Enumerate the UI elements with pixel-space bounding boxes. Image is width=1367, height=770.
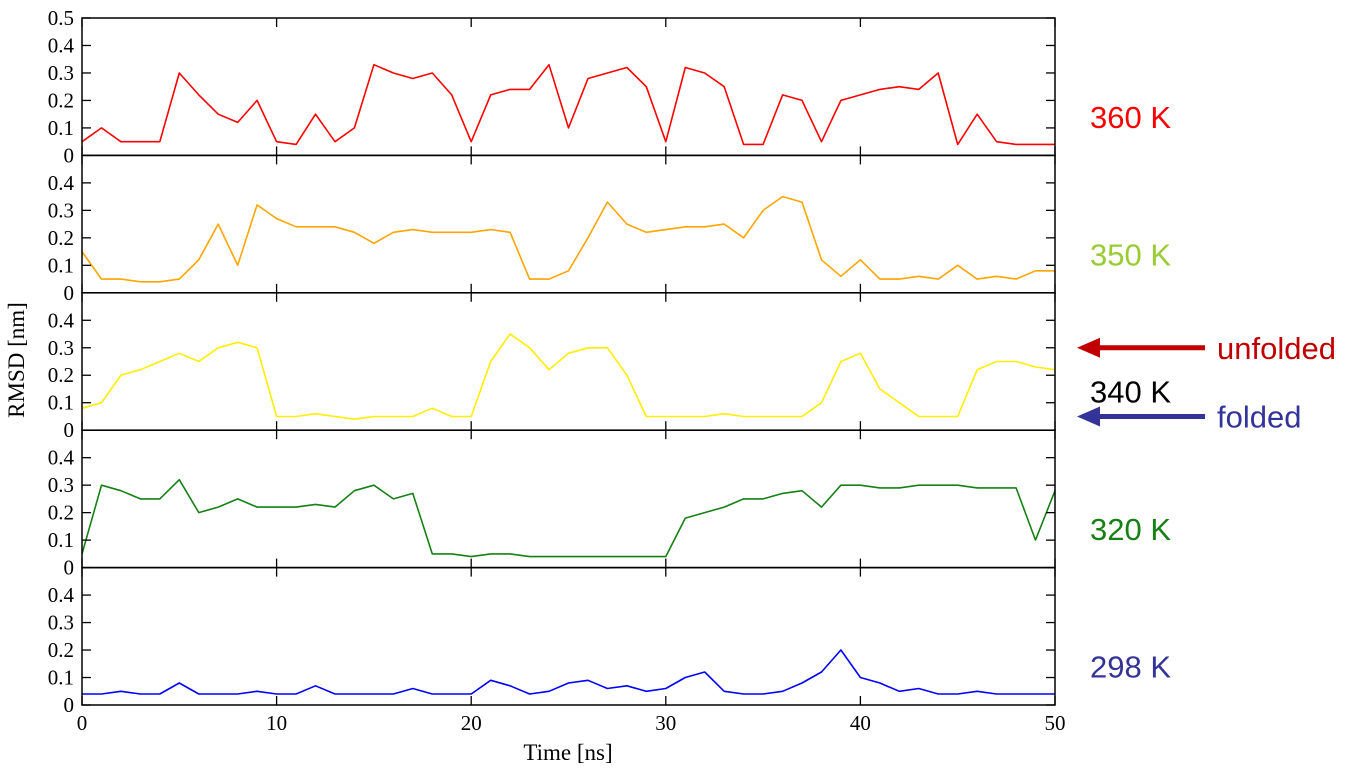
series-line-2: [81, 333, 1056, 420]
panel-frame-4: [81, 566, 1056, 706]
x-tick-label-1: 10: [266, 711, 287, 735]
y-tick-label-4-3: 0.3: [48, 611, 74, 635]
series-line-0: [81, 63, 1055, 146]
x-tick-label-4: 40: [850, 711, 871, 735]
annotation-1: folded: [1077, 399, 1301, 434]
panel-2: 0 0.1 0.2 0.3 0.4: [48, 292, 1056, 442]
y-tick-label-2-4: 0.4: [48, 308, 75, 332]
annotation-arrow-head-1: [1077, 406, 1100, 427]
annotation-arrow-head-0: [1077, 337, 1100, 358]
series-line-1: [81, 195, 1055, 283]
panels-group: 00.10.20.30.40.500.10.20.30.400.10.20.30…: [48, 6, 1056, 717]
annotation-0: unfolded: [1077, 331, 1336, 366]
series-line-3: [81, 478, 1056, 558]
temperature-label-2: 340 K: [1090, 375, 1171, 410]
y-tick-label-2-1: 0.1: [48, 391, 74, 415]
y-tick-label-2-2: 0.2: [48, 363, 74, 387]
temperature-label-4: 298 K: [1090, 650, 1171, 685]
y-tick-label-2-3: 0.3: [48, 336, 74, 360]
temperature-label-1: 350 K: [1090, 237, 1171, 272]
y-tick-label-0-0: 0: [64, 143, 75, 167]
y-tick-label-1-4: 0.4: [48, 171, 75, 195]
temperature-labels: 360 K 350 K 340 K 320 K 298 K: [1090, 100, 1171, 685]
panel-frame-3: [81, 429, 1056, 569]
y-tick-label-1-2: 0.2: [48, 226, 74, 250]
panel-frame-1: [81, 154, 1056, 294]
y-tick-label-3-2: 0.2: [48, 501, 74, 525]
series-line-4: [82, 649, 1055, 695]
panel-4: 0 0.1 0.2 0.3 0.4: [48, 566, 1056, 717]
panel-3: 0 0.1 0.2 0.3 0.4: [48, 429, 1056, 580]
y-tick-label-4-1: 0.1: [48, 666, 74, 690]
y-tick-label-1-0: 0: [64, 281, 75, 305]
y-tick-label-0-4: 0.4: [48, 33, 75, 57]
panel-0: 0 0.1 0.2 0.3 0.4 0.5: [48, 6, 1056, 167]
x-tick-label-5: 50: [1045, 711, 1066, 735]
x-axis: 0 10 20 30 40 50: [77, 711, 1066, 735]
y-tick-label-4-0: 0: [64, 693, 75, 717]
annotation-label-0: unfolded: [1217, 331, 1336, 366]
x-tick-label-0: 0: [77, 711, 88, 735]
y-axis-title: RMSD [nm]: [4, 302, 29, 418]
annotation-label-1: folded: [1217, 399, 1301, 434]
y-tick-label-0-1: 0.1: [48, 116, 74, 140]
temperature-label-0: 360 K: [1090, 100, 1171, 135]
y-tick-label-3-0: 0: [64, 556, 75, 580]
x-tick-label-3: 30: [655, 711, 676, 735]
annotations-group: unfolded folded: [1077, 331, 1336, 434]
y-tick-label-0-3: 0.3: [48, 61, 74, 85]
y-tick-label-3-3: 0.3: [48, 473, 74, 497]
y-tick-label-3-4: 0.4: [48, 446, 75, 470]
panel-1: 0 0.1 0.2 0.3 0.4: [48, 154, 1056, 305]
y-tick-label-1-3: 0.3: [48, 198, 74, 222]
y-tick-label-2-0: 0: [64, 418, 75, 442]
y-tick-label-1-1: 0.1: [48, 253, 74, 277]
temperature-label-3: 320 K: [1090, 512, 1171, 547]
x-axis-title: Time [ns]: [523, 740, 612, 765]
x-tick-label-2: 20: [461, 711, 482, 735]
y-tick-label-3-1: 0.1: [48, 528, 74, 552]
y-tick-label-4-2: 0.2: [48, 638, 74, 662]
y-tick-label-0-5: 0.5: [48, 6, 74, 30]
y-tick-label-4-4: 0.4: [48, 583, 75, 607]
panel-frame-0: [81, 17, 1056, 157]
y-tick-label-0-2: 0.2: [48, 88, 74, 112]
